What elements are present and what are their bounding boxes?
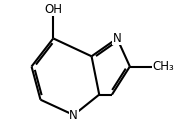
Text: OH: OH (44, 3, 62, 16)
Text: CH₃: CH₃ (153, 60, 175, 73)
Text: N: N (113, 32, 121, 45)
Text: N: N (69, 109, 78, 122)
